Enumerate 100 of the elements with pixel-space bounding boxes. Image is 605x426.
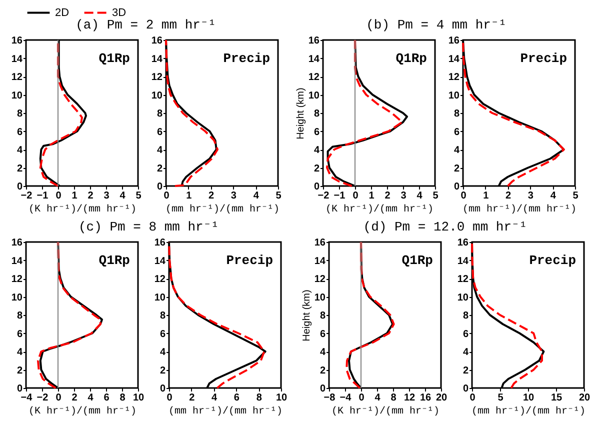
y-tick-label: 0	[160, 384, 166, 394]
y-tick-label: 10	[154, 292, 166, 304]
x-tick-label: 5	[136, 190, 142, 202]
x-tick-label: 4	[550, 190, 556, 202]
y-tick-label: 10	[448, 90, 460, 102]
x-tick-label: 6	[234, 392, 240, 404]
chart-title: (a) Pm = 2 mm hr⁻¹	[76, 17, 216, 32]
x-tick-label: 8	[390, 392, 397, 404]
y-tick-label: 4	[16, 347, 23, 358]
y-tick-label: 14	[314, 256, 326, 267]
x-tick-label: 2	[384, 190, 391, 202]
x-tick-label: 4	[120, 190, 126, 202]
x-tick-label: 5	[498, 392, 504, 404]
y-tick-label: 8	[462, 310, 469, 322]
chart-title: (d) Pm = 12.0 mm hr⁻¹	[363, 219, 528, 234]
y-tick-label: 16	[151, 36, 163, 46]
y-tick-label: 2	[462, 365, 469, 376]
x-tick-label: 4	[253, 190, 260, 202]
y-tick-label: 2	[16, 163, 23, 174]
x-tick-label: 4	[212, 392, 218, 404]
y-tick-label: 12	[11, 72, 23, 83]
x-tick-label: −4	[20, 392, 33, 404]
y-tick-label: 4	[454, 145, 460, 156]
y-tick-label: 6	[462, 328, 469, 340]
y-tick-label: 16	[11, 36, 23, 46]
annotation: Precip	[520, 51, 568, 66]
x-tick-label: 10	[276, 392, 288, 404]
y-tick-label: 10	[11, 292, 23, 304]
y-tick-label: 16	[457, 238, 469, 248]
y-tick-label: 0	[320, 384, 326, 394]
y-tick-label: 6	[156, 126, 163, 138]
x-tick-label: 0	[352, 190, 359, 202]
y-tick-label: 14	[448, 54, 460, 65]
y-tick-label: 12	[11, 274, 23, 285]
y-tick-label: 2	[320, 365, 326, 376]
y-tick-label: 12	[457, 274, 469, 285]
y-tick-label: 4	[462, 347, 469, 358]
y-tick-label: 0	[16, 384, 23, 394]
x-tick-label: 3	[400, 190, 407, 202]
y-tick-label: 8	[454, 108, 460, 120]
y-tick-label: 14	[11, 54, 23, 65]
y-tick-label: 2	[156, 163, 163, 174]
x-tick-label: 6	[104, 392, 110, 404]
x-tick-label: 1	[186, 190, 192, 202]
y-tick-label: 8	[156, 108, 163, 120]
y-axis-title: Height (km)	[295, 88, 306, 140]
x-axis-title: (mm hr⁻¹)/(mm hr⁻¹)	[165, 204, 280, 216]
y-tick-label: 14	[457, 256, 469, 267]
y-tick-label: 6	[320, 328, 326, 340]
annotation: Q1Rp	[98, 253, 130, 268]
x-tick-label: 4	[374, 392, 381, 404]
y-tick-label: 4	[314, 145, 320, 156]
y-tick-label: 0	[462, 384, 469, 394]
x-tick-label: 8	[256, 392, 262, 404]
x-tick-label: 5	[276, 190, 282, 202]
annotation: Q1Rp	[98, 51, 130, 66]
y-tick-label: 8	[160, 310, 166, 322]
x-tick-label: 1	[483, 190, 490, 202]
y-tick-label: 2	[454, 163, 460, 174]
annotation: Precip	[223, 51, 270, 66]
x-tick-label: −2	[318, 190, 330, 202]
x-tick-label: 3	[528, 190, 534, 202]
x-tick-label: 4	[416, 190, 423, 202]
y-tick-label: 4	[16, 145, 23, 156]
y-tick-label: 10	[314, 292, 326, 304]
y-tick-label: 12	[154, 274, 166, 285]
y-tick-label: 6	[160, 328, 166, 340]
annotation: Precip	[226, 253, 274, 268]
x-tick-label: 20	[578, 392, 590, 404]
y-tick-label: 16	[314, 238, 326, 248]
y-tick-label: 16	[308, 36, 320, 46]
x-tick-label: −1	[36, 190, 49, 202]
y-tick-label: 12	[448, 72, 460, 83]
y-tick-label: 10	[457, 292, 469, 304]
y-axis-title: Height (km)	[301, 290, 312, 342]
x-tick-label: −8	[324, 392, 336, 404]
x-tick-label: 0	[56, 190, 62, 202]
x-tick-label: 2	[189, 392, 196, 404]
x-tick-label: 5	[572, 190, 579, 202]
y-tick-label: 14	[11, 256, 23, 267]
y-tick-label: 14	[308, 54, 320, 65]
y-tick-label: 2	[16, 365, 23, 376]
y-tick-label: 2	[160, 365, 166, 376]
x-tick-label: 2	[88, 190, 94, 202]
y-tick-label: 8	[314, 108, 320, 120]
y-tick-label: 6	[454, 126, 460, 138]
y-tick-label: 6	[314, 126, 320, 138]
chart-title: (b) Pm = 4 mm hr⁻¹	[366, 17, 507, 32]
x-tick-label: 3	[104, 190, 110, 202]
x-tick-label: 10	[522, 392, 534, 404]
x-tick-label: 1	[368, 190, 375, 202]
chart-title: (c) Pm = 8 mm hr⁻¹	[78, 219, 219, 234]
y-tick-label: 10	[11, 90, 23, 102]
x-tick-label: 12	[404, 392, 416, 404]
x-axis-title: (K hr⁻¹)/(mm hr⁻¹)	[325, 204, 434, 216]
y-tick-label: 10	[308, 90, 320, 102]
legend-label: 3D	[112, 6, 126, 19]
y-tick-label: 0	[156, 182, 163, 192]
x-tick-label: 0	[358, 392, 365, 404]
x-tick-label: −2	[36, 392, 49, 404]
